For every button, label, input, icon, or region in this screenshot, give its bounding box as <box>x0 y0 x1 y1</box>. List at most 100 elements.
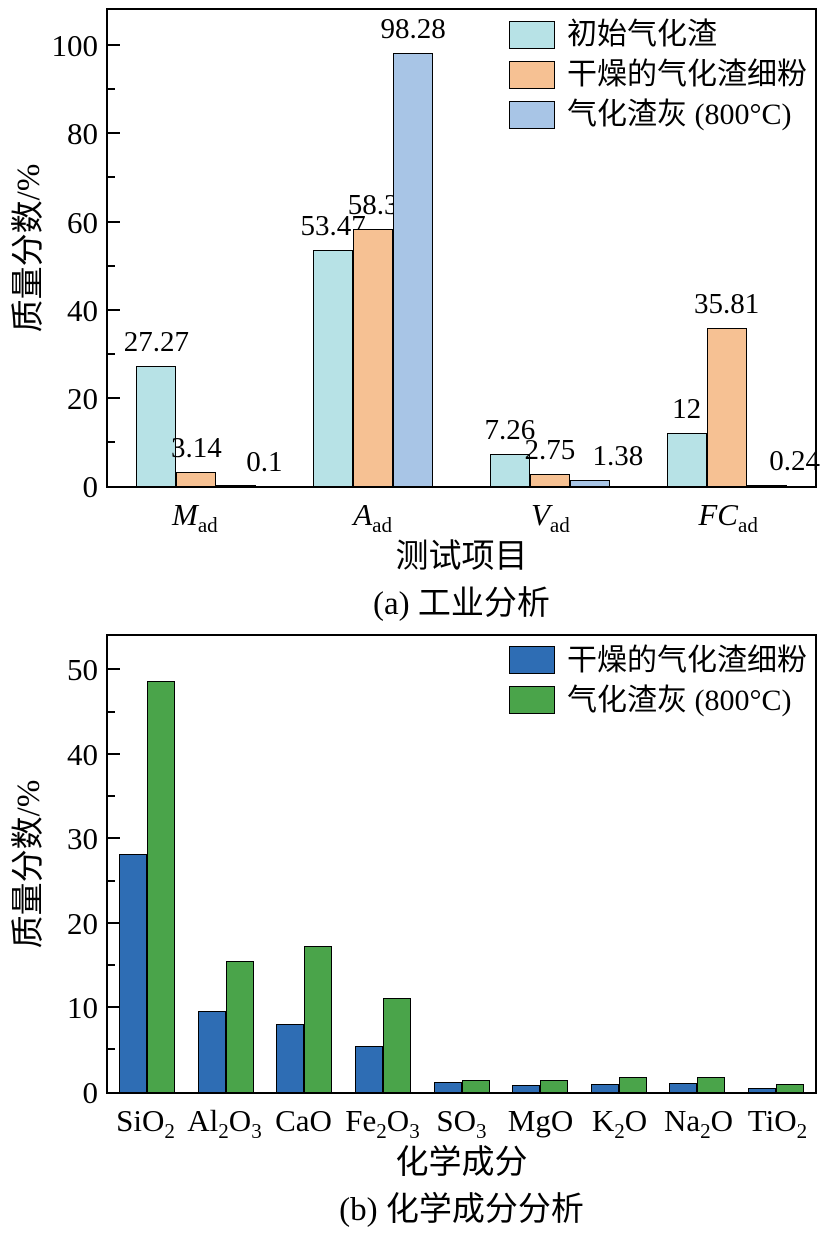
y-axis-title: 质量分数/% <box>2 8 48 488</box>
x-axis-tick-label: CaO <box>275 1102 332 1138</box>
y-axis-major-tick <box>108 921 120 924</box>
bar-slot: 1.38 <box>569 10 643 486</box>
plot-column: 干燥的气化渣细粉 气化渣灰 (800°C) SiO2 Al2O3 CaO Fe2O3 SO… <box>106 633 817 1232</box>
bar-slot <box>119 636 148 1092</box>
legend-item: 初始气化渣 <box>509 18 807 51</box>
y-axis-minor-tick <box>108 264 115 267</box>
bar-slot: 98.28 <box>381 10 446 486</box>
chart-caption: (b) 化学成分分析 <box>339 1192 584 1229</box>
bar <box>225 960 254 1092</box>
bar <box>197 1011 226 1092</box>
proximate-analysis-chart: 质量分数/% 0 20 40 60 80 100 27.27 3.14 0.1 53.47 58.… <box>2 8 820 626</box>
bar-slot <box>197 636 226 1092</box>
bar-group <box>658 636 737 1092</box>
legend-swatch <box>509 60 555 89</box>
bar-value-label: 27.27 <box>123 325 189 358</box>
y-axis-tick-label: 20 <box>67 905 98 941</box>
bar-slot: 0.1 <box>216 10 283 486</box>
legend-item: 干燥的气化渣细粉 <box>509 644 807 677</box>
bar <box>775 1084 804 1092</box>
bar-slot: 0.24 <box>746 10 820 486</box>
y-axis-title-text: 质量分数/% <box>11 779 47 949</box>
bar-slot: 3.14 <box>171 10 222 486</box>
chemical-composition-chart: 质量分数/% 0 10 20 30 40 50 干燥的气化渣细粉 气化渣灰 (800°C) … <box>0 626 823 1232</box>
bar-groups: 27.27 3.14 0.1 53.47 58.3 98.28 7.26 2.75 1.38 12… <box>108 10 820 486</box>
bar <box>382 997 411 1092</box>
bar-slot <box>747 636 776 1092</box>
legend: 初始气化渣干燥的气化渣细粉气化渣灰 (800°C) <box>509 18 807 131</box>
bar <box>697 1076 726 1092</box>
bar <box>529 473 570 486</box>
bar <box>461 1079 490 1092</box>
chart-body: 质量分数/% 0 10 20 30 40 50 干燥的气化渣细粉 气化渣灰 (800°C) … <box>2 633 817 1232</box>
legend-label: 初始气化渣 <box>567 18 717 51</box>
bar-value-label: 12 <box>672 393 702 426</box>
bar-slot <box>697 636 726 1092</box>
chart-body: 质量分数/% 0 20 40 60 80 100 27.27 3.14 0.1 53.47 58.… <box>2 8 820 626</box>
y-axis-minor-tick <box>108 1048 115 1051</box>
y-axis-minor-tick <box>108 352 115 355</box>
bar <box>666 433 707 486</box>
x-axis-tick-label: Fe2O3 <box>345 1102 420 1143</box>
bar <box>540 1079 569 1092</box>
plot-area: 27.27 3.14 0.1 53.47 58.3 98.28 7.26 2.75 1.38 12… <box>106 8 820 488</box>
legend-label: 干燥的气化渣细粉 <box>567 643 807 677</box>
bar <box>489 454 530 486</box>
bar-slot <box>304 636 333 1092</box>
bar-slot <box>461 636 490 1092</box>
bar-group: 27.27 3.14 0.1 <box>108 10 285 486</box>
bar-slot <box>669 636 698 1092</box>
legend-swatch <box>509 686 555 715</box>
y-axis-major-tick <box>108 220 120 223</box>
bar <box>216 485 257 486</box>
y-axis-tick-label: 30 <box>67 821 98 857</box>
bar-value-label: 0.1 <box>246 445 283 478</box>
bar-slot: 12 <box>666 10 707 486</box>
y-axis-minor-tick <box>108 176 115 179</box>
bar-value-label: 1.38 <box>592 440 644 473</box>
bar-slot <box>276 636 305 1092</box>
bar <box>706 328 747 486</box>
bar-slot: 58.3 <box>348 10 399 486</box>
legend-label: 气化渣灰 (800°C) <box>567 98 792 131</box>
bar-group <box>344 636 423 1092</box>
bar <box>669 1083 698 1092</box>
y-axis-tick-label: 20 <box>67 380 98 416</box>
y-axis-major-tick <box>108 752 120 755</box>
y-axis-minor-tick <box>108 440 115 443</box>
plot-area: 干燥的气化渣细粉 气化渣灰 (800°C) <box>106 633 817 1094</box>
y-axis-major-tick <box>108 308 120 311</box>
x-axis-tick-label: FCad <box>698 497 758 538</box>
y-axis-major-tick <box>108 132 120 135</box>
legend-swatch <box>509 646 555 675</box>
bar <box>354 1046 383 1092</box>
bar <box>119 853 148 1092</box>
y-axis-minor-tick <box>108 88 115 91</box>
legend-item: 气化渣灰 (800°C) <box>509 98 807 131</box>
bar-slot: 27.27 <box>124 10 189 486</box>
bar-group <box>108 636 187 1092</box>
bar-value-label: 98.28 <box>380 12 446 45</box>
bar <box>569 479 610 486</box>
legend-swatch <box>509 100 555 129</box>
legend-swatch <box>509 20 555 49</box>
chart-caption: (a) 工业分析 <box>373 586 550 623</box>
y-axis-tick-label: 60 <box>67 204 98 240</box>
bar-slot <box>382 636 411 1092</box>
bar <box>746 484 787 486</box>
x-axis-tick-label: K2O <box>591 1102 648 1143</box>
y-axis-minor-tick <box>108 964 115 967</box>
bar <box>618 1077 647 1092</box>
y-axis-tick-label: 80 <box>67 116 98 152</box>
bar-groups <box>108 636 815 1092</box>
legend-item: 干燥的气化渣细粉 <box>509 58 807 91</box>
bar-slot <box>618 636 647 1092</box>
plot-column: 27.27 3.14 0.1 53.47 58.3 98.28 7.26 2.75 1.38 12… <box>106 8 820 626</box>
legend-label: 气化渣灰 (800°C) <box>567 683 792 717</box>
legend: 干燥的气化渣细粉 气化渣灰 (800°C) <box>509 644 807 717</box>
bar-group <box>501 636 580 1092</box>
y-axis-minor-tick <box>108 879 115 882</box>
y-axis-minor-tick <box>108 710 115 713</box>
bar-slot <box>225 636 254 1092</box>
legend-item: 气化渣灰 (800°C) <box>509 684 807 717</box>
